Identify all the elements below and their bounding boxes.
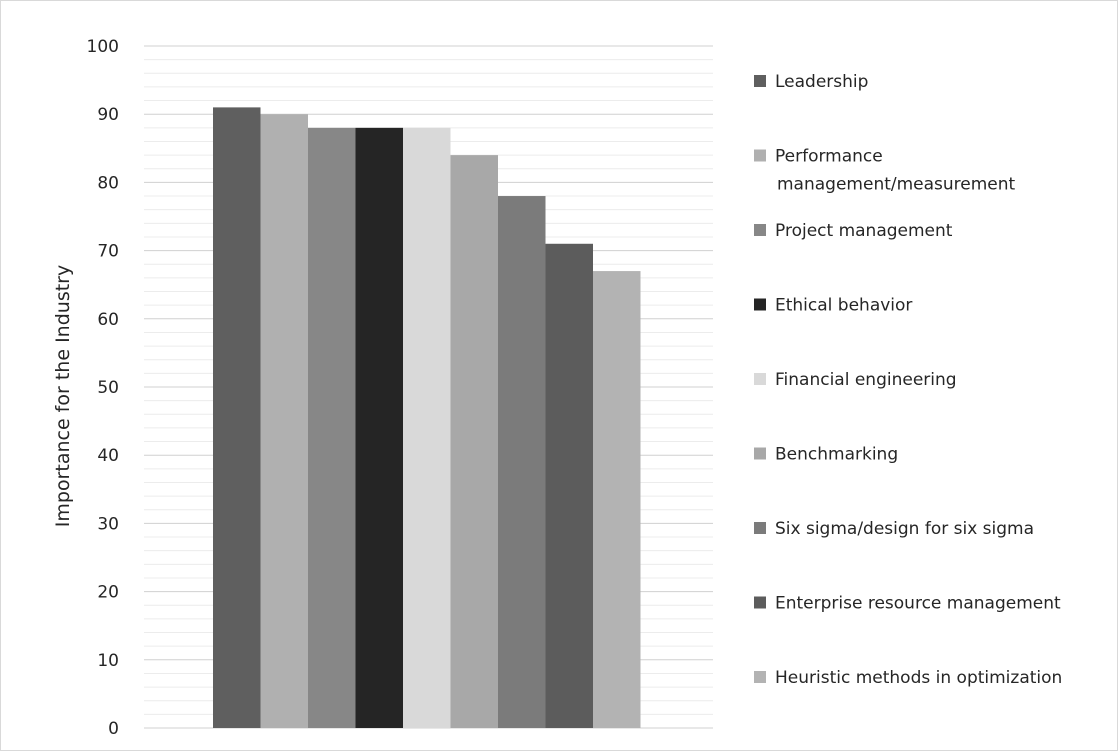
legend-item: Project management [754, 221, 953, 241]
legend-swatch [754, 149, 766, 162]
bar-ethical-behavior [355, 127, 403, 729]
y-tick-label: 30 [97, 514, 119, 534]
legend: Leadership Performance management/measurem… [754, 72, 1062, 688]
y-tick-label: 80 [97, 173, 119, 193]
legend-label: Financial engineering [775, 370, 957, 390]
legend-item: Ethical behavior [754, 296, 912, 316]
legend-label: Enterprise resource management [775, 594, 1061, 614]
y-tick-label: 90 [97, 105, 119, 125]
legend-label: Ethical behavior [775, 296, 912, 316]
legend-item: Six sigma/design for six sigma [754, 519, 1034, 539]
legend-swatch [754, 298, 766, 311]
y-tick-label: 50 [97, 378, 119, 398]
legend-label: Six sigma/design for six sigma [775, 519, 1034, 539]
legend-label: Benchmarking [775, 445, 898, 465]
bar-financial-engineering [403, 127, 451, 729]
legend-swatch [754, 224, 766, 236]
legend-label: Leadership [775, 72, 868, 92]
y-axis-ticks: 0 10 20 30 40 50 60 70 80 90 100 [87, 37, 119, 739]
legend-label: Project management [775, 221, 953, 241]
legend-item: Enterprise resource management [754, 594, 1061, 614]
legend-item: Benchmarking [754, 445, 898, 465]
y-axis-title: Importance for the Industry [52, 265, 74, 527]
legend-item: Leadership [754, 72, 868, 92]
bar-benchmarking [450, 155, 498, 728]
y-tick-label: 60 [97, 310, 119, 330]
legend-swatch [754, 373, 766, 385]
legend-label: Heuristic methods in optimization [775, 668, 1062, 688]
legend-swatch [754, 447, 766, 460]
bars [213, 107, 641, 729]
y-tick-label: 0 [108, 719, 119, 739]
bar-heuristic-methods-in-optimization [593, 271, 641, 728]
y-tick-label: 10 [97, 651, 119, 671]
bar-six-sigma-design-for-six-sigma [498, 196, 546, 729]
y-tick-label: 70 [97, 242, 119, 262]
bar-enterprise-resource-management [545, 243, 593, 728]
legend-swatch [754, 75, 766, 87]
y-tick-label: 20 [97, 583, 119, 603]
bar-leadership [213, 107, 261, 728]
legend-item: Financial engineering [754, 370, 957, 390]
legend-item: Performance management/measurement [754, 147, 1016, 195]
legend-swatch [754, 522, 766, 534]
legend-label: management/measurement [777, 175, 1016, 195]
legend-item: Heuristic methods in optimization [754, 668, 1062, 688]
bar-project-management [308, 127, 356, 729]
y-tick-label: 40 [97, 446, 119, 466]
y-tick-label: 100 [87, 37, 119, 57]
legend-swatch [754, 671, 766, 683]
legend-swatch [754, 596, 766, 609]
legend-label: Performance [775, 147, 883, 167]
bar-performance-management-measurement [260, 114, 308, 728]
